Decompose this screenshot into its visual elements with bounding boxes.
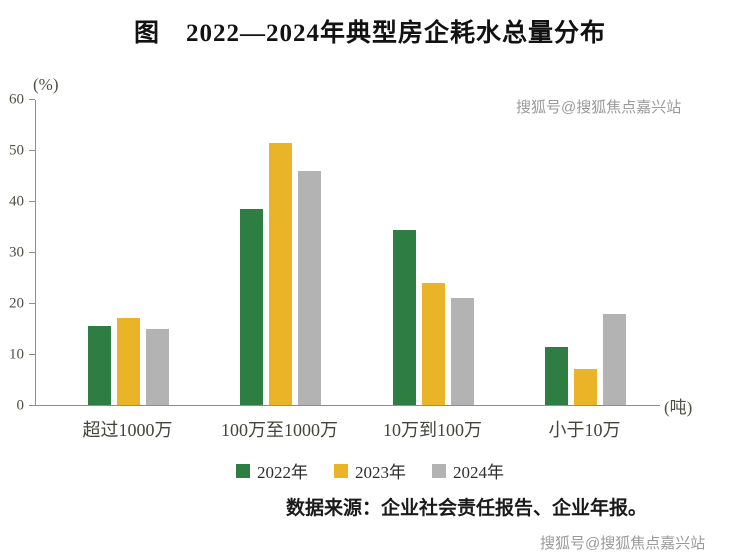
x-axis-label: 10万到100万	[383, 420, 482, 440]
bar-2022年	[240, 209, 264, 405]
bar-group	[240, 100, 322, 405]
bar-group	[392, 100, 474, 405]
y-tick-label: 0	[16, 397, 25, 414]
legend: 2022年 2023年 2024年	[0, 458, 740, 483]
bar-2022年	[544, 346, 568, 405]
chart-title: 图 2022—2024年典型房企耗水总量分布	[133, 20, 606, 47]
y-tick-label: 10	[9, 346, 24, 363]
y-tick-mark	[29, 354, 35, 355]
x-axis-label: 100万至1000万	[221, 420, 338, 440]
y-tick-mark	[29, 99, 35, 100]
y-tick-label: 60	[9, 91, 24, 108]
watermark-bottom: 搜狐号@搜狐焦点嘉兴站	[540, 535, 706, 552]
watermark-top: 搜狐号@搜狐焦点嘉兴站	[516, 99, 682, 116]
bar-2022年	[88, 326, 111, 405]
y-tick-label: 30	[9, 244, 24, 261]
bar-group	[88, 100, 169, 405]
y-axis-ticks: 0 10 20 30 40 50 60	[0, 92, 35, 413]
y-axis-unit-label: (%)	[33, 75, 59, 94]
plot-area	[35, 100, 660, 406]
bar-2024年	[146, 328, 169, 405]
bar-2022年	[392, 229, 416, 405]
legend-swatch-2022	[236, 463, 250, 478]
y-tick-mark	[29, 201, 35, 202]
x-axis-label: 超过1000万	[82, 420, 173, 440]
y-tick-mark	[29, 252, 35, 253]
bar-2023年	[573, 369, 597, 405]
bar-2024年	[450, 298, 474, 405]
y-tick-mark	[29, 405, 35, 406]
legend-label-2023: 2023年	[355, 463, 406, 482]
legend-swatch-2024	[432, 463, 446, 478]
legend-label-2022: 2022年	[257, 463, 308, 482]
x-axis-unit-label: (吨)	[664, 398, 693, 417]
legend-item-2023: 2023年	[334, 458, 406, 483]
bar-2024年	[298, 171, 322, 405]
legend-item-2022: 2022年	[236, 458, 308, 483]
y-tick-label: 40	[9, 193, 24, 210]
bar-2023年	[269, 143, 293, 405]
x-axis-label: 小于10万	[548, 420, 621, 440]
legend-swatch-2023	[334, 463, 348, 478]
y-tick-mark	[29, 150, 35, 151]
bar-group	[544, 100, 626, 405]
y-tick-mark	[29, 303, 35, 304]
y-tick-label: 50	[9, 142, 24, 159]
x-axis-labels: 超过1000万 100万至1000万 10万到100万 小于10万	[35, 416, 660, 442]
bar-2023年	[421, 282, 445, 405]
data-source-note: 数据来源：企业社会责任报告、企业年报。	[286, 498, 648, 519]
bar-2023年	[117, 317, 140, 405]
legend-label-2024: 2024年	[453, 463, 504, 482]
y-tick-label: 20	[9, 295, 24, 312]
bar-2024年	[602, 313, 626, 405]
legend-item-2024: 2024年	[432, 458, 504, 483]
